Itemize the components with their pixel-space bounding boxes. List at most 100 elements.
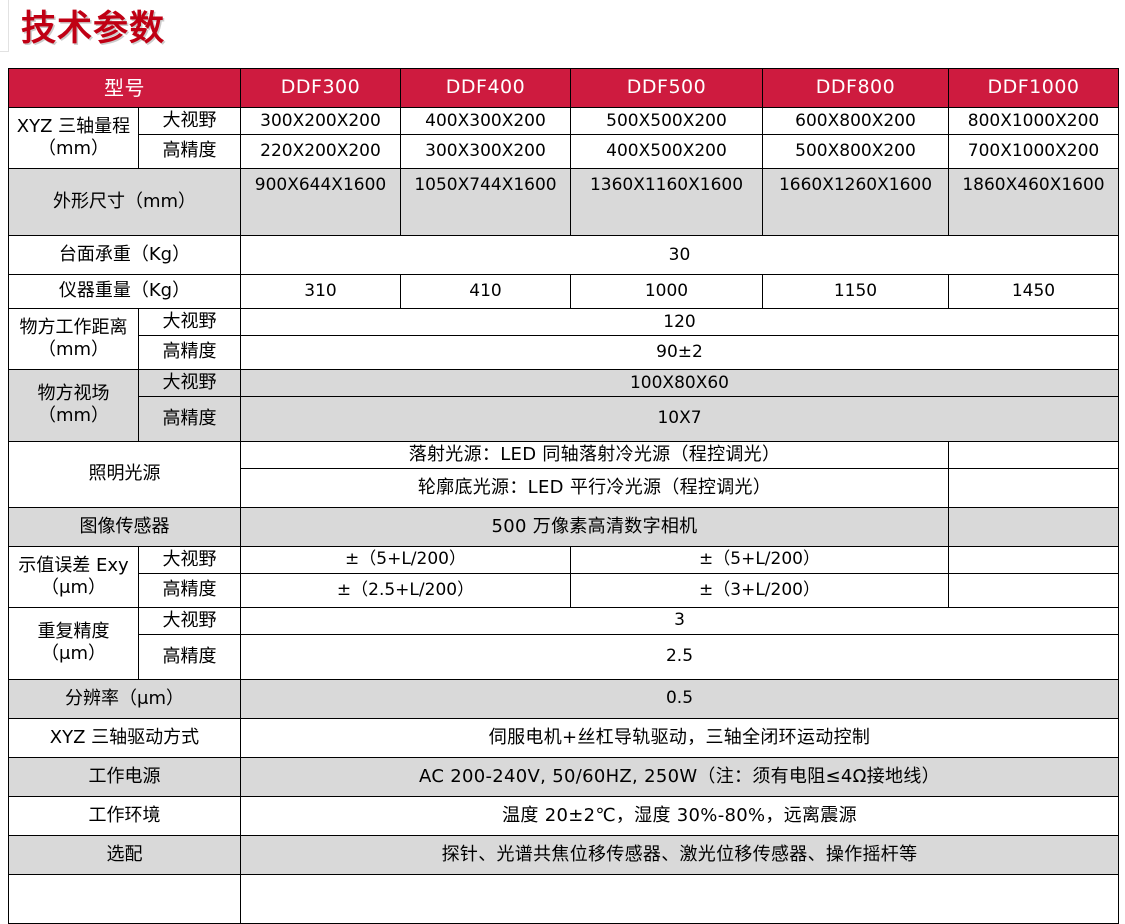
cell-illumination-backlight: 轮廓底光源：LED 平行冷光源（程控调光）: [240, 467, 949, 508]
cell-xyz-wide-ddf800: 600X800X200: [762, 107, 949, 135]
table-row-indication-error-wide: 示值误差 Exy（μm） 大视野 ±（5+L/200） ±（5+L/200）: [8, 545, 1119, 608]
table-header-row: 型号 DDF300 DDF400 DDF500 DDF800 DDF1000: [8, 68, 1119, 108]
cell-rep-high-value: 2.5: [240, 633, 1119, 680]
cell-err-wide-empty: [948, 545, 1119, 574]
cell-err-high-right: ±（3+L/200）: [570, 572, 949, 608]
cell-illumination-empty-1: [948, 440, 1119, 469]
cell-xyz-wide-ddf300: 300X200X200: [240, 107, 401, 135]
table-row-image-sensor: 图像传感器 500 万像素高清数字相机: [8, 506, 1119, 547]
table-row-repeatability-high: 高精度 2.5: [9, 633, 1119, 680]
row-label-table-load: 台面承重（Kg）: [8, 234, 241, 275]
table-row-working-distance-high: 高精度 90±2: [9, 334, 1119, 370]
table-row-outer-dimensions: 外形尺寸（mm） 900X644X1600 1050X744X1600 1360…: [8, 167, 1119, 236]
technical-specification-table: 型号 DDF300 DDF400 DDF500 DDF800 DDF1000 X…: [8, 68, 1119, 924]
row-label-options: 选配: [8, 834, 241, 875]
cell-dim-ddf500: 1360X1160X1600: [570, 167, 763, 236]
cell-dim-ddf800: 1660X1260X1600: [762, 167, 949, 236]
header-model-ddf1000: DDF1000: [948, 68, 1119, 108]
row-label-drive-mode: XYZ 三轴驱动方式: [8, 717, 241, 758]
cell-dim-ddf300: 900X644X1600: [240, 167, 401, 236]
table-row-xyz-travel-high: 高精度 220X200X200 300X300X200 400X500X200 …: [9, 133, 1119, 169]
cell-err-wide-left: ±（5+L/200）: [240, 545, 571, 574]
cell-err-high-empty: [948, 572, 1119, 608]
sublabel-wd-high-precision: 高精度: [138, 334, 241, 370]
header-model-ddf300: DDF300: [240, 68, 401, 108]
table-row-xyz-travel-wide: XYZ 三轴量程（mm） 大视野 300X200X200 400X300X200…: [8, 107, 1119, 169]
table-row-illumination-line2: 轮廓底光源：LED 平行冷光源（程控调光）: [9, 467, 1119, 508]
row-label-environment: 工作环境: [8, 795, 241, 836]
cell-xyz-wide-ddf1000: 800X1000X200: [948, 107, 1119, 135]
table-row-empty-trailing: [8, 873, 1119, 924]
table-row-instrument-weight: 仪器重量（Kg） 310 410 1000 1150 1450: [8, 273, 1119, 309]
sublabel-fov-wide-field: 大视野: [138, 368, 241, 397]
cell-xyz-high-ddf800: 500X800X200: [762, 133, 949, 169]
table-row-power-supply: 工作电源 AC 200-240V, 50/60HZ, 250W（注：须有电阻≤4…: [8, 756, 1119, 797]
cell-xyz-high-ddf400: 300X300X200: [400, 133, 571, 169]
cell-empty-trailing: [240, 873, 1119, 924]
row-label-power-supply: 工作电源: [8, 756, 241, 797]
cell-options-value: 探针、光谱共焦位移传感器、激光位移传感器、操作摇杆等: [240, 834, 1119, 875]
cell-table-load-value: 30: [240, 234, 1119, 275]
cell-illumination-empty-2: [948, 467, 1119, 508]
sublabel-wide-field: 大视野: [138, 107, 241, 135]
cell-dim-ddf400: 1050X744X1600: [400, 167, 571, 236]
table-row-resolution: 分辨率（μm） 0.5: [8, 678, 1119, 719]
cell-dim-ddf1000: 1860X460X1600: [948, 167, 1119, 236]
cell-image-sensor-empty: [948, 506, 1119, 547]
sublabel-fov-high-precision: 高精度: [138, 395, 241, 442]
cell-xyz-wide-ddf500: 500X500X200: [570, 107, 763, 135]
cell-xyz-high-ddf1000: 700X1000X200: [948, 133, 1119, 169]
table-row-table-load: 台面承重（Kg） 30: [8, 234, 1119, 275]
sublabel-high-precision: 高精度: [138, 133, 241, 169]
cell-wd-high-value: 90±2: [240, 334, 1119, 370]
cell-xyz-high-ddf300: 220X200X200: [240, 133, 401, 169]
row-label-resolution: 分辨率（μm）: [8, 678, 241, 719]
row-label-repeatability: 重复精度（μm）: [8, 606, 139, 680]
cell-fov-wide-value: 100X80X60: [240, 368, 1119, 397]
row-label-instrument-weight: 仪器重量（Kg）: [8, 273, 241, 309]
table-row-repeatability-wide: 重复精度（μm） 大视野 3: [8, 606, 1119, 680]
cell-illumination-coaxial: 落射光源：LED 同轴落射冷光源（程控调光）: [240, 440, 949, 469]
cell-xyz-wide-ddf400: 400X300X200: [400, 107, 571, 135]
cell-resolution-value: 0.5: [240, 678, 1119, 719]
table-row-working-distance-wide: 物方工作距离（mm） 大视野 120: [8, 307, 1119, 370]
header-model-ddf400: DDF400: [400, 68, 571, 108]
row-label-empty: [8, 873, 241, 924]
table-row-field-of-view-wide: 物方视场（mm） 大视野 100X80X60: [8, 368, 1119, 442]
cell-err-wide-right: ±（5+L/200）: [570, 545, 949, 574]
table-row-field-of-view-high: 高精度 10X7: [9, 395, 1119, 442]
cell-err-high-left: ±（2.5+L/200）: [240, 572, 571, 608]
table-row-drive-mode: XYZ 三轴驱动方式 伺服电机+丝杠导轨驱动，三轴全闭环运动控制: [8, 717, 1119, 758]
sublabel-rep-high-precision: 高精度: [138, 633, 241, 680]
sublabel-wd-wide-field: 大视野: [138, 307, 241, 336]
cell-environment-value: 温度 20±2℃，湿度 30%-80%，远离震源: [240, 795, 1119, 836]
cell-weight-ddf1000: 1450: [948, 273, 1119, 309]
row-label-field-of-view: 物方视场（mm）: [8, 368, 139, 442]
row-label-image-sensor: 图像传感器: [8, 506, 241, 547]
row-label-illumination: 照明光源: [8, 440, 241, 508]
cell-wd-wide-value: 120: [240, 307, 1119, 336]
cell-weight-ddf800: 1150: [762, 273, 949, 309]
cell-weight-ddf400: 410: [400, 273, 571, 309]
table-row-indication-error-high: 高精度 ±（2.5+L/200） ±（3+L/200）: [9, 572, 1119, 608]
cell-rep-wide-value: 3: [240, 606, 1119, 635]
cell-image-sensor-value: 500 万像素高清数字相机: [240, 506, 949, 547]
row-label-indication-error: 示值误差 Exy（μm）: [8, 545, 139, 608]
header-model-label: 型号: [8, 68, 241, 108]
table-row-environment: 工作环境 温度 20±2℃，湿度 30%-80%，远离震源: [8, 795, 1119, 836]
cell-power-supply-value: AC 200-240V, 50/60HZ, 250W（注：须有电阻≤4Ω接地线）: [240, 756, 1119, 797]
table-row-illumination-line1: 照明光源 落射光源：LED 同轴落射冷光源（程控调光）: [8, 440, 1119, 508]
corner-artifact: [0, 0, 9, 52]
cell-xyz-high-ddf500: 400X500X200: [570, 133, 763, 169]
header-model-ddf800: DDF800: [762, 68, 949, 108]
sublabel-err-wide-field: 大视野: [138, 545, 241, 574]
cell-weight-ddf500: 1000: [570, 273, 763, 309]
cell-fov-high-value: 10X7: [240, 395, 1119, 442]
cell-drive-mode-value: 伺服电机+丝杠导轨驱动，三轴全闭环运动控制: [240, 717, 1119, 758]
sublabel-err-high-precision: 高精度: [138, 572, 241, 608]
page-title: 技术参数: [21, 9, 166, 49]
header-model-ddf500: DDF500: [570, 68, 763, 108]
row-label-working-distance: 物方工作距离（mm）: [8, 307, 139, 370]
table-row-options: 选配 探针、光谱共焦位移传感器、激光位移传感器、操作摇杆等: [8, 834, 1119, 875]
